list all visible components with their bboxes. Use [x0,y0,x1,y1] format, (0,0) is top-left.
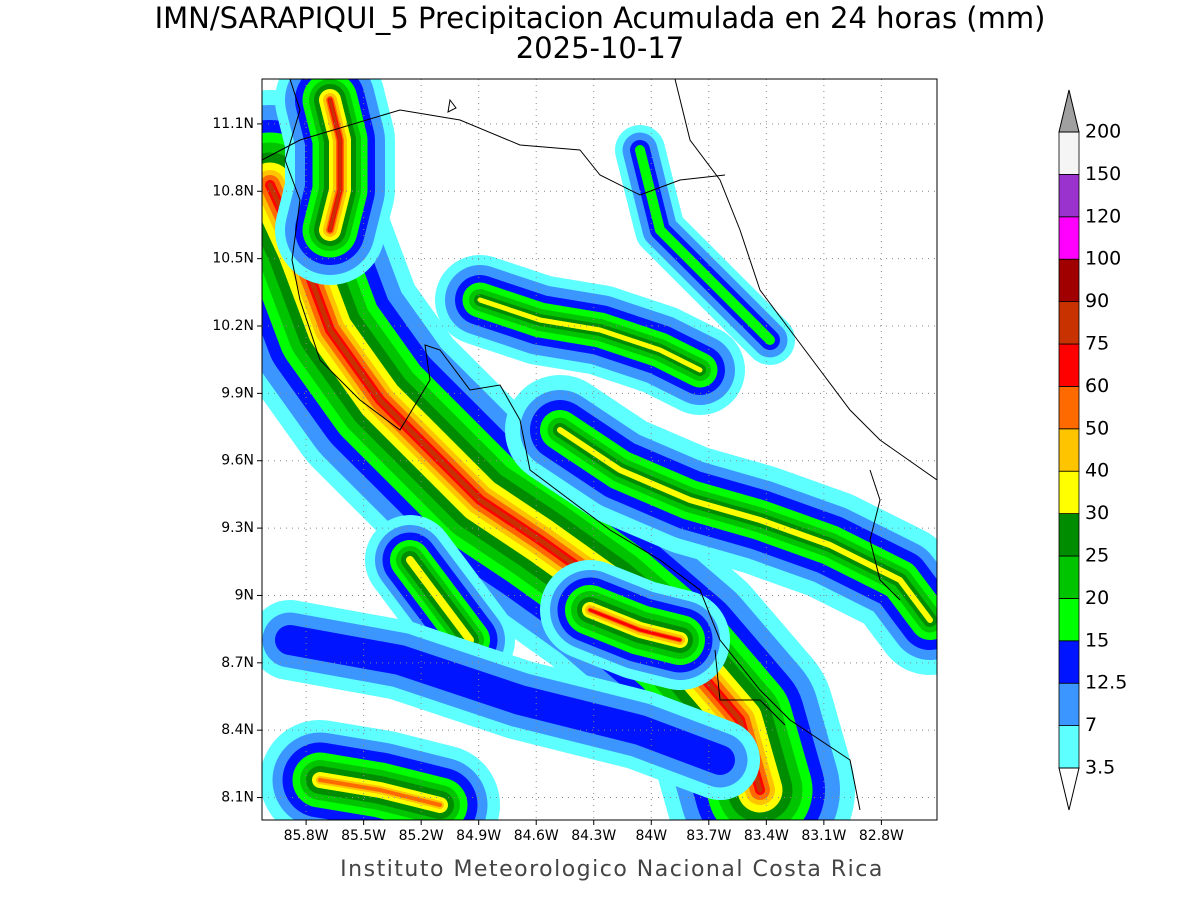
colorbar-label: 3.5 [1085,757,1115,779]
precip-area [406,556,474,644]
colorbar-label: 90 [1085,290,1109,312]
y-tick-label: 9.3N [221,520,254,536]
colorbar-band [1058,216,1080,260]
y-tick-label: 9N [235,587,254,603]
x-tick-label: 84W [635,828,667,844]
colorbar-label: 150 [1085,163,1121,185]
colorbar-under [1058,767,1080,811]
x-tick-label: 82.8W [859,828,904,844]
colorbar-label: 100 [1085,248,1121,270]
colorbar-label: 40 [1085,460,1109,482]
subtitle: 2025-10-17 [516,31,685,65]
footer: Instituto Meteorologico Nacional Costa R… [340,857,884,882]
y-tick-label: 10.2N [212,318,254,334]
x-tick-label: 85.2W [399,828,444,844]
colorbar-over [1058,89,1080,133]
colorbar-band [1058,301,1080,345]
x-tick-label: 83.4W [744,828,789,844]
colorbar-band [1058,682,1080,727]
precip-area [588,608,682,642]
y-tick-label: 9.9N [221,385,254,401]
colorbar-label: 25 [1085,545,1109,567]
colorbar-band [1058,173,1080,218]
colorbar-label: 30 [1085,502,1109,524]
colorbar-band [1058,131,1080,175]
y-tick-label: 8.1N [221,790,254,806]
precip-field [262,79,937,820]
y-tick-label: 10.8N [212,183,254,199]
y-tick-label: 8.4N [221,722,254,738]
colorbar-band [1058,640,1080,684]
precip-area [328,98,342,232]
colorbar-label: 75 [1085,333,1109,355]
colorbar-label: 200 [1085,121,1121,143]
colorbar-label: 12.5 [1085,672,1127,694]
colorbar-label: 60 [1085,375,1109,397]
x-tick-label: 85.8W [284,828,329,844]
colorbar-band [1058,343,1080,387]
colorbar-label: 120 [1085,205,1121,227]
x-tick-label: 85.5W [341,828,386,844]
precip-area [557,427,933,623]
colorbar-band [1058,725,1080,769]
colorbar-band [1058,428,1080,472]
colorbar-label: 7 [1085,714,1097,736]
y-tick-label: 11.1N [212,116,254,132]
y-tick-label: 8.7N [221,655,254,671]
precip-area [275,625,735,775]
x-tick-label: 84.6W [514,828,559,844]
y-tick-label: 10.5N [212,251,254,267]
plot-frame [261,78,938,821]
colorbar-band [1058,385,1080,430]
precip-area [635,145,775,345]
precip-area [318,778,442,807]
precip-area [477,297,703,373]
x-tick-label: 83.7W [686,828,731,844]
x-tick-label: 84.9W [456,828,501,844]
colorbar-band [1058,555,1080,599]
colorbar-band [1058,258,1080,303]
colorbar-band [1058,598,1080,642]
colorbar-label: 15 [1085,629,1109,651]
colorbar-label: 20 [1085,587,1109,609]
colorbar-label: 50 [1085,417,1109,439]
colorbar-band [1058,513,1080,557]
x-tick-label: 84.3W [571,828,616,844]
colorbar-band [1058,470,1080,515]
y-tick-label: 9.6N [221,453,254,469]
title: IMN/SARAPIQUI_5 Precipitacion Acumulada … [155,1,1046,35]
x-tick-label: 83.1W [801,828,846,844]
coastlines [262,79,937,811]
